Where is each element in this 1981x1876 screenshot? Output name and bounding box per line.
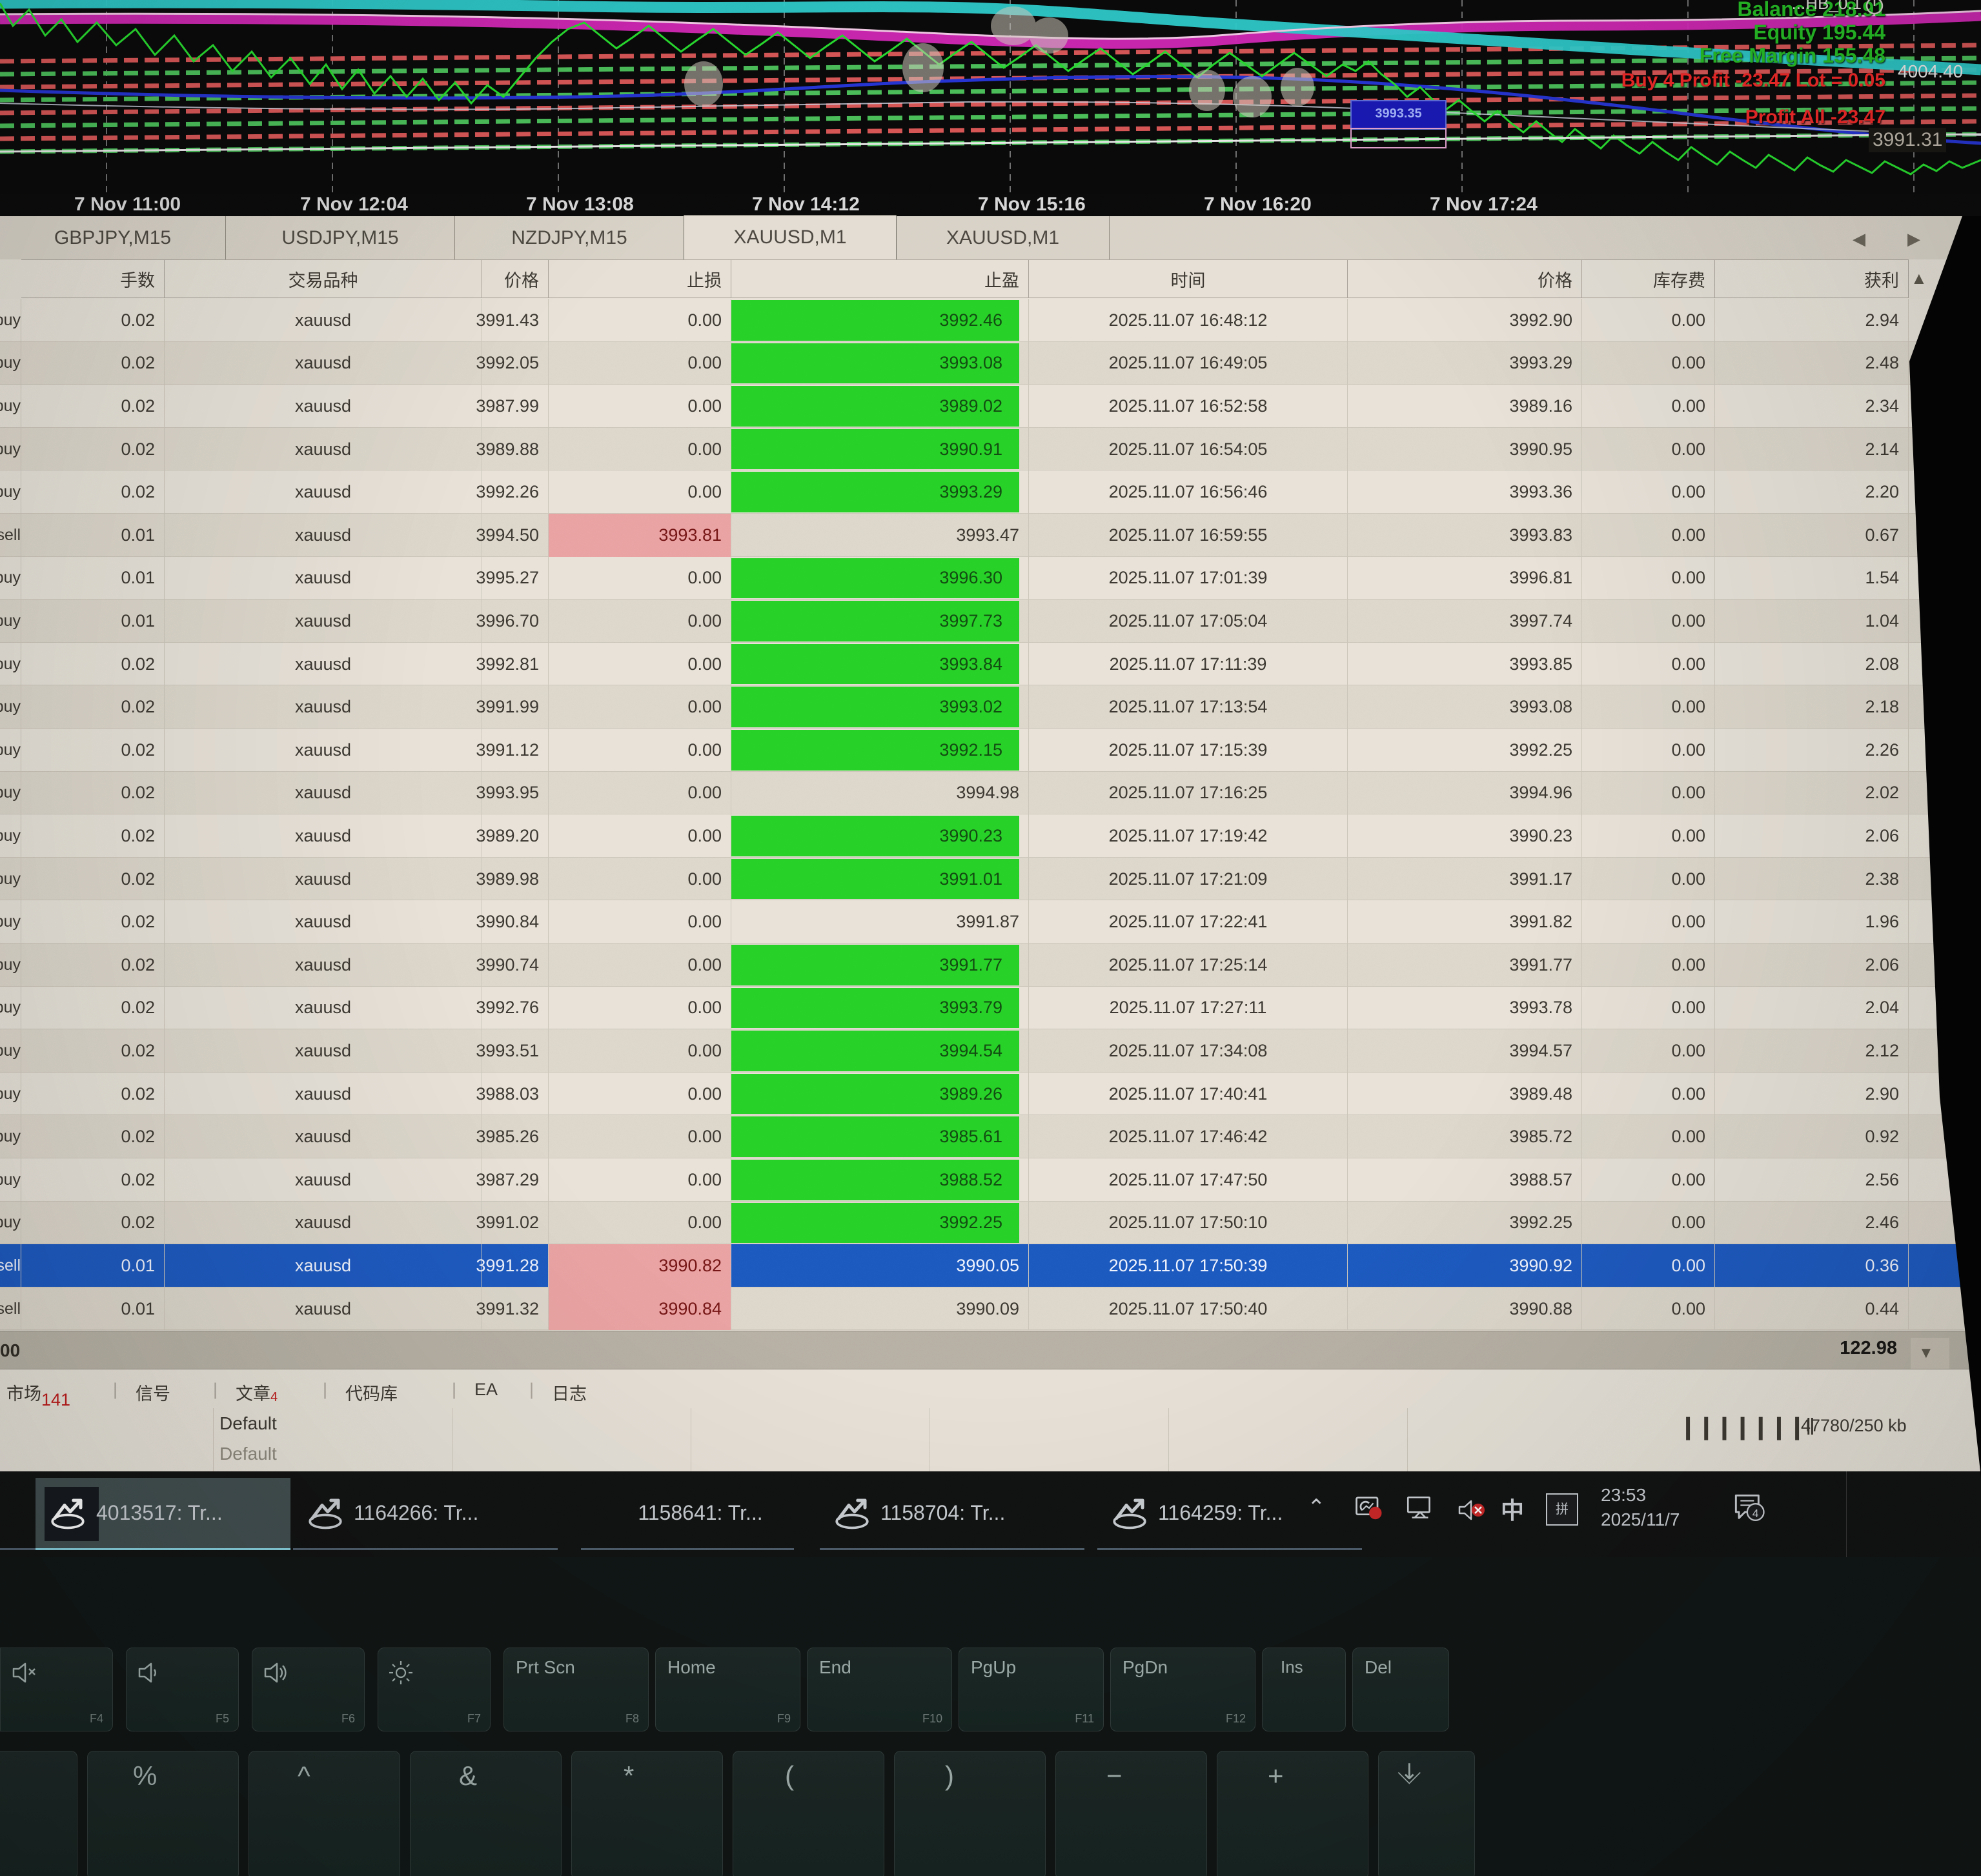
svg-text:7 Nov 16:20: 7 Nov 16:20 bbox=[1204, 194, 1312, 215]
svg-text:4: 4 bbox=[1752, 1507, 1759, 1520]
svg-text:7 Nov 12:04: 7 Nov 12:04 bbox=[300, 194, 408, 215]
svg-text:7 Nov 14:12: 7 Nov 14:12 bbox=[752, 194, 860, 215]
svg-text:7 Nov 13:08: 7 Nov 13:08 bbox=[526, 194, 634, 215]
svg-text:7 Nov 15:16: 7 Nov 15:16 bbox=[978, 194, 1086, 215]
svg-text:7 Nov 11:00: 7 Nov 11:00 bbox=[74, 194, 181, 215]
svg-text:7 Nov 17:24: 7 Nov 17:24 bbox=[1430, 194, 1538, 215]
